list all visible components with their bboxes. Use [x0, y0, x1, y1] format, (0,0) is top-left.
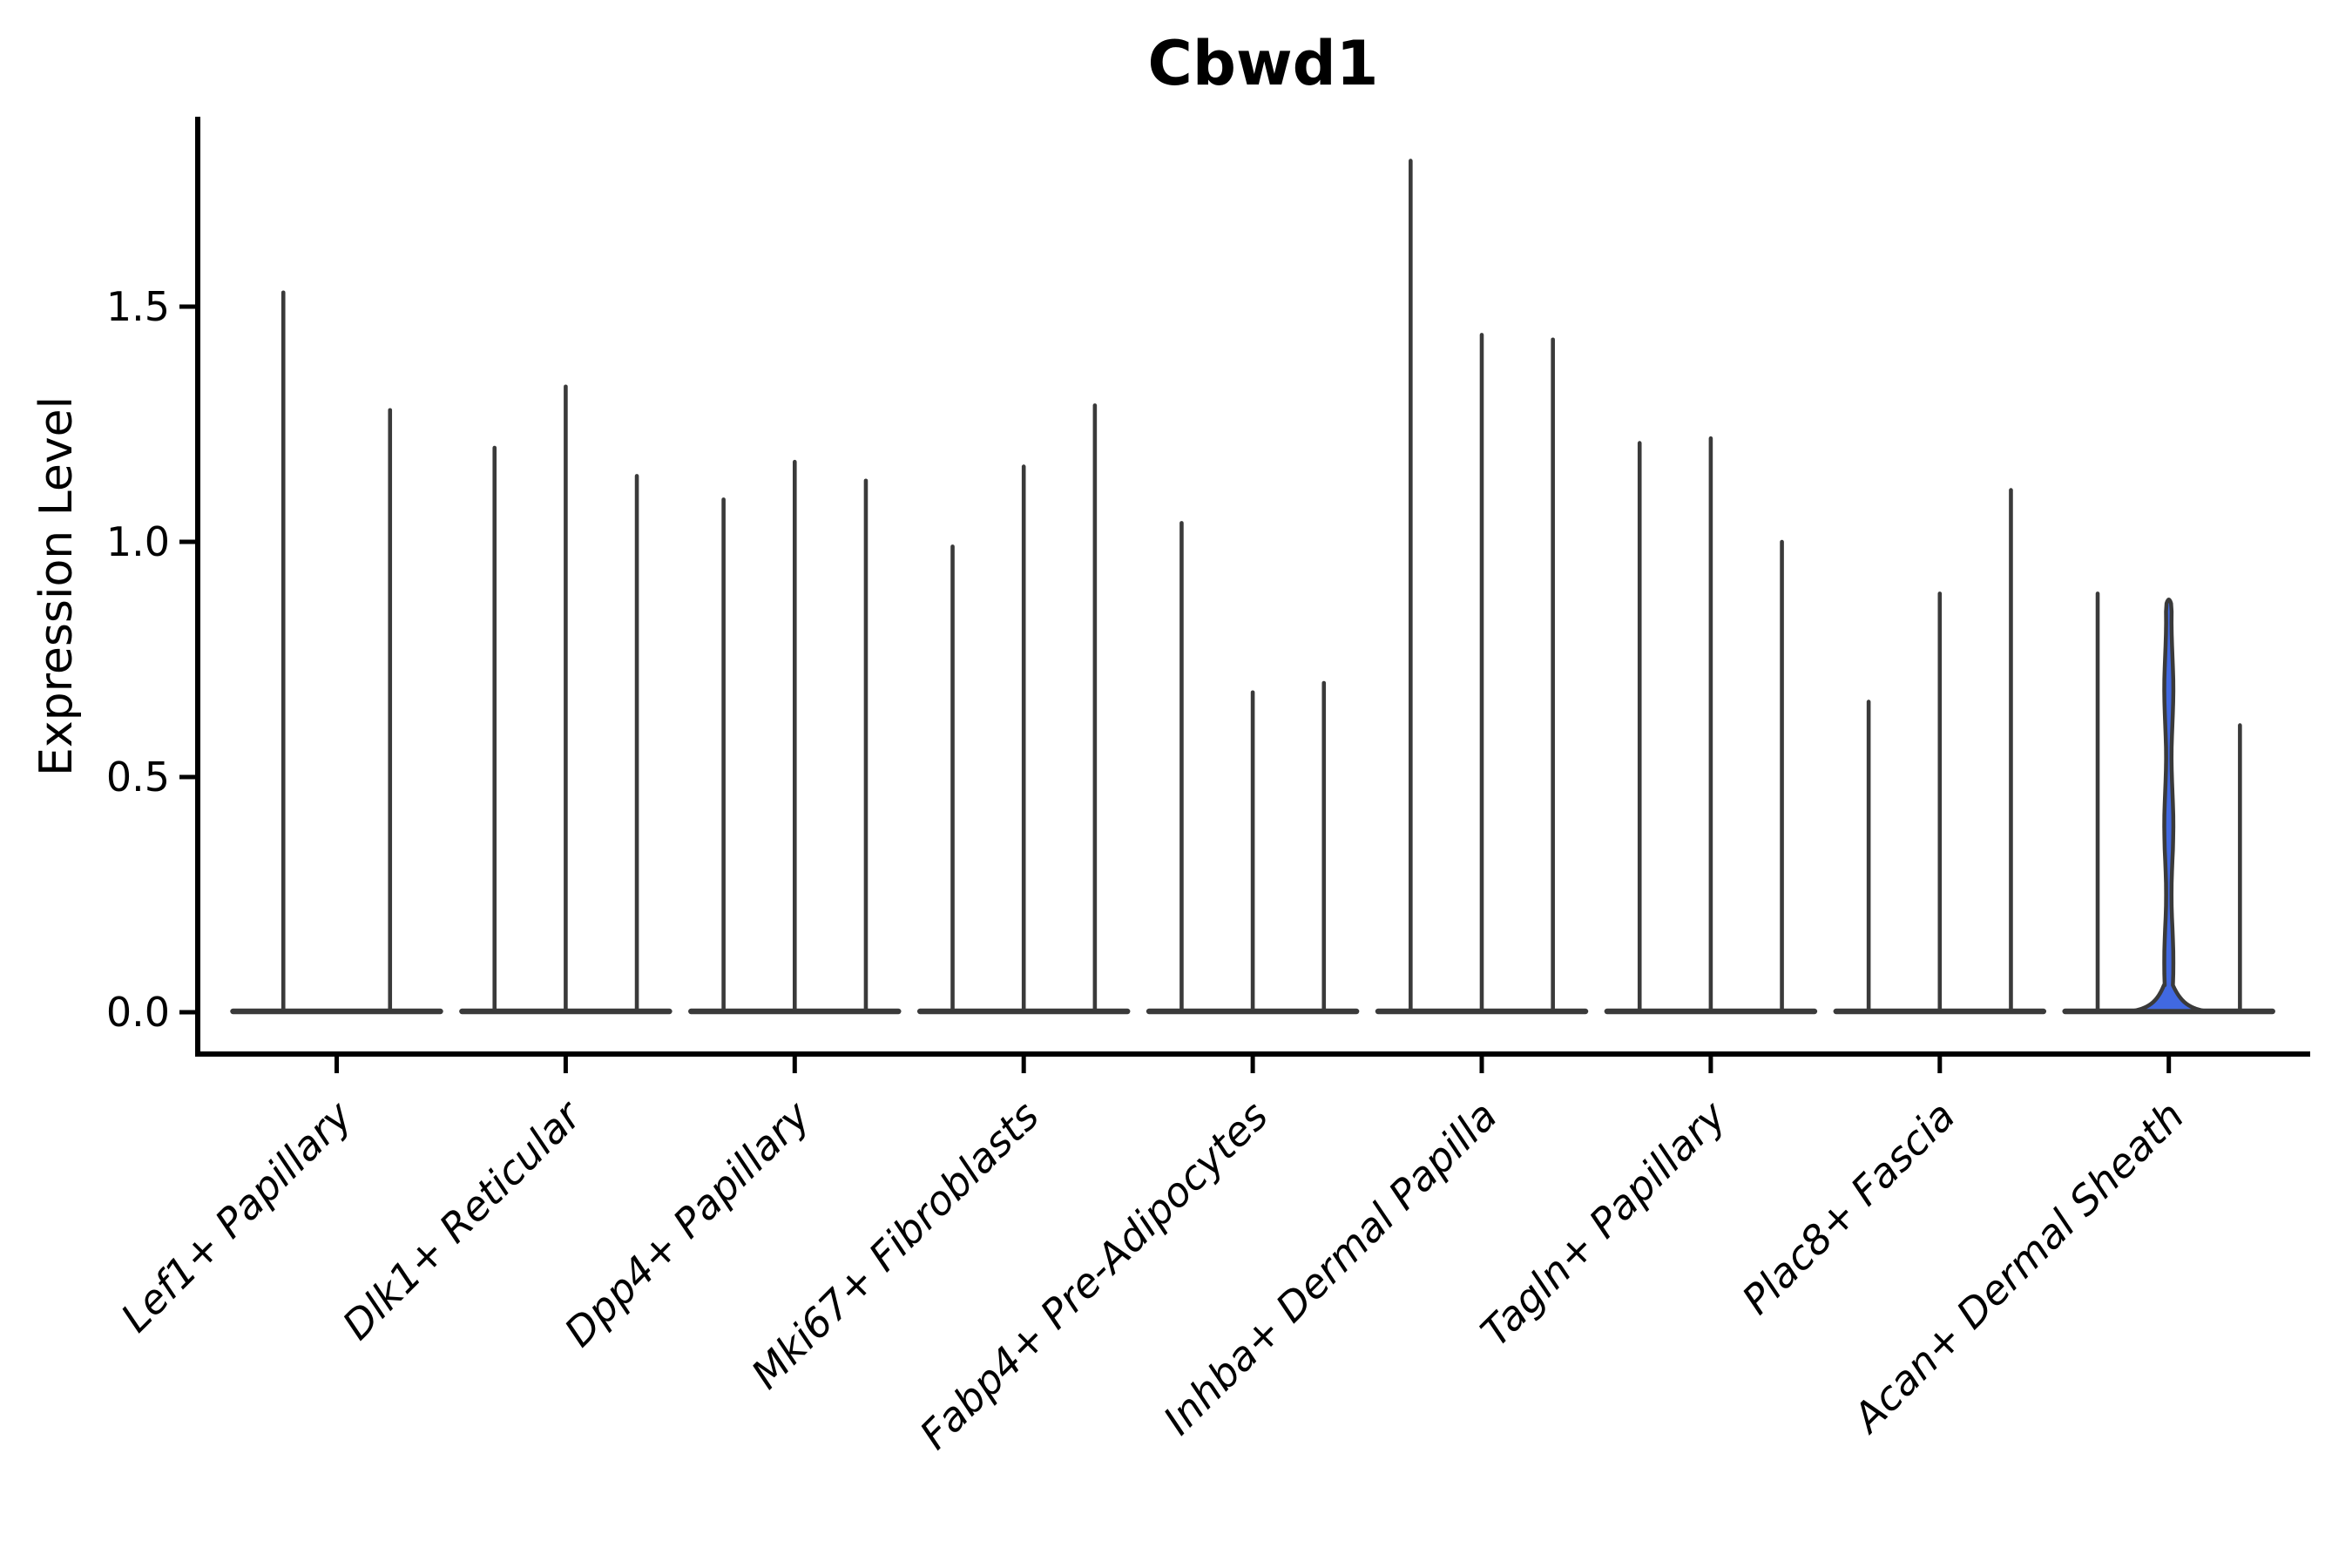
violin-group: [1146, 521, 1360, 1015]
x-tick-label: Lef1+ Papillary: [112, 1092, 361, 1341]
chart-title: Cbwd1: [1148, 28, 1379, 99]
violin-group: [2062, 591, 2275, 1015]
violin-group: [688, 459, 902, 1015]
violins-layer: [230, 159, 2275, 1015]
violin-group: [1604, 436, 1818, 1015]
x-tick-label: Tagln+ Papillary: [1471, 1092, 1735, 1355]
x-tick-label: Dlk1+ Reticular: [334, 1090, 592, 1348]
x-tick-label: Plac8+ Fascia: [1733, 1092, 1963, 1323]
y-tick-label: 0.0: [106, 989, 170, 1036]
x-tick-label: Dpp4+ Papillary: [555, 1092, 819, 1355]
violin-group: [459, 384, 672, 1015]
y-tick-label: 0.5: [106, 754, 170, 801]
y-tick-label: 1.0: [106, 518, 170, 565]
violin-group: [1375, 159, 1589, 1015]
violin-group: [230, 290, 443, 1015]
violin-group: [1833, 488, 2047, 1015]
violin-group: [916, 403, 1131, 1015]
y-tick-label: 1.5: [106, 283, 170, 330]
y-axis-label: Expression Level: [30, 396, 83, 776]
violin-highlighted: [2131, 598, 2207, 1013]
